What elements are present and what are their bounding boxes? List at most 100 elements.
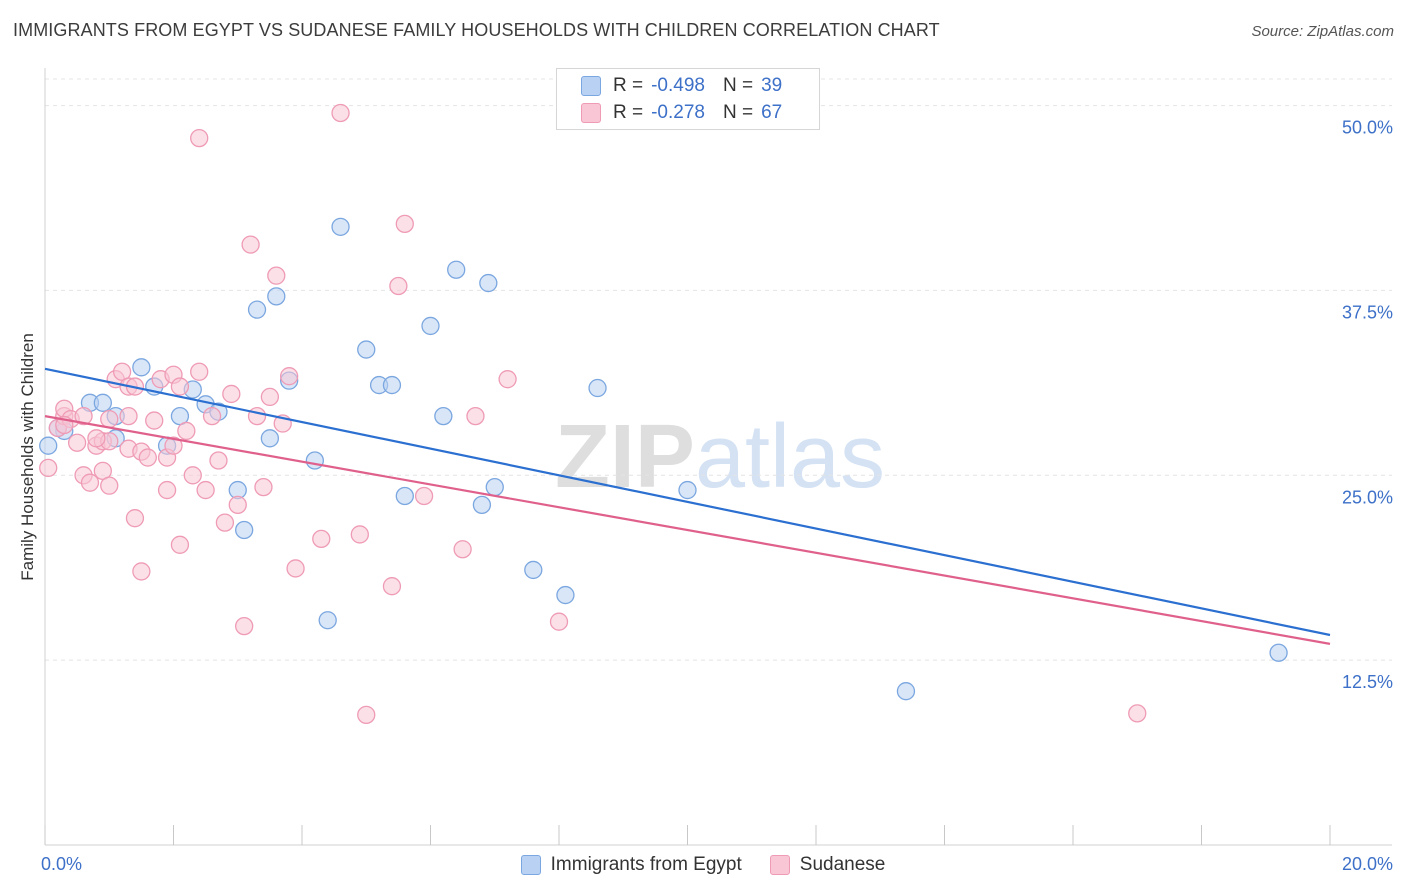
- egypt-point: [39, 436, 58, 455]
- sudanese-point: [498, 370, 517, 389]
- sudanese-point: [241, 235, 260, 254]
- egypt-point: [305, 451, 325, 470]
- legend-r-label: R =: [613, 102, 644, 123]
- sudanese-point: [331, 103, 350, 123]
- sudanese-point: [286, 559, 305, 578]
- sudanese-point: [39, 458, 58, 478]
- egypt-point: [382, 375, 402, 395]
- legend-n-label: N =: [722, 102, 754, 123]
- egypt-point: [357, 340, 376, 359]
- sudanese-point: [170, 535, 190, 554]
- sudanese-point: [209, 451, 228, 470]
- sudanese-point: [235, 616, 254, 636]
- sudanese-points: [39, 103, 1147, 725]
- sudanese-point: [190, 362, 209, 381]
- chart-title: IMMIGRANTS FROM EGYPT VS SUDANESE FAMILY…: [13, 20, 940, 40]
- sudanese-point: [260, 387, 280, 407]
- y-tick-label: 37.5%: [1342, 302, 1393, 322]
- egypt-point: [331, 217, 350, 236]
- sudanese-point: [119, 406, 138, 426]
- egypt-swatch: [520, 855, 541, 875]
- sudanese-trend-line: [44, 415, 1331, 645]
- sudanese-point: [125, 509, 145, 528]
- egypt-point: [434, 406, 453, 426]
- egypt-point: [318, 611, 337, 630]
- sudanese-swatch: [581, 103, 601, 123]
- sudanese-point: [350, 525, 369, 544]
- legend-n-value: 67: [761, 102, 783, 123]
- sudanese-point: [382, 577, 402, 596]
- legend-r-value: -0.498: [651, 75, 705, 96]
- sudanese-point: [145, 411, 164, 430]
- sudanese-point: [183, 466, 202, 485]
- sudanese-point: [222, 384, 241, 404]
- egypt-point: [93, 393, 112, 412]
- egypt-point: [421, 316, 440, 336]
- y-tick-label: 12.5%: [1342, 672, 1393, 692]
- legend-row-sudanese: R = -0.278 N = 67: [581, 100, 782, 126]
- legend-n-label: N =: [722, 75, 754, 96]
- sudanese-point: [87, 429, 106, 448]
- egypt-point: [678, 480, 697, 500]
- correlation-legend: R = -0.498 N = 39 R = -0.278 N = 67: [556, 68, 820, 130]
- sudanese-point: [157, 480, 177, 500]
- egypt-point: [479, 273, 498, 293]
- sudanese-point: [453, 540, 472, 559]
- chart-source: Source: ZipAtlas.com: [1251, 23, 1394, 40]
- sudanese-point: [100, 409, 119, 429]
- sudanese-point: [164, 436, 183, 455]
- sudanese-point: [74, 406, 93, 426]
- watermark: ZIPatlas: [555, 407, 885, 507]
- sudanese-point: [254, 477, 273, 497]
- egypt-point: [472, 495, 492, 515]
- sudanese-point: [190, 128, 209, 148]
- sudanese-point: [549, 612, 569, 631]
- sudanese-point: [312, 529, 331, 549]
- x-tick-label-max: 20.0%: [1342, 854, 1393, 874]
- egypt-point: [247, 300, 267, 319]
- sudanese-swatch: [769, 855, 790, 875]
- legend-r-label: R =: [613, 75, 644, 96]
- sudanese-point: [170, 377, 190, 396]
- sudanese-point: [132, 562, 151, 581]
- sudanese-point: [395, 214, 414, 234]
- legend-item-sudanese[interactable]: Sudanese: [769, 854, 886, 876]
- egypt-point: [447, 260, 466, 279]
- sudanese-point: [215, 513, 235, 532]
- sudanese-point: [357, 705, 376, 725]
- sudanese-point: [228, 495, 247, 515]
- sudanese-point: [389, 276, 408, 296]
- egypt-point: [485, 477, 504, 497]
- sudanese-point: [267, 266, 286, 285]
- y-tick-label: 50.0%: [1342, 118, 1393, 138]
- sudanese-point: [466, 406, 485, 426]
- legend-row-egypt: R = -0.498 N = 39: [581, 73, 782, 99]
- sudanese-point: [279, 367, 299, 386]
- egypt-point: [132, 358, 151, 377]
- sudanese-point: [80, 473, 100, 492]
- legend-label-egypt: Immigrants from Egypt: [550, 854, 742, 875]
- sudanese-point: [247, 406, 267, 426]
- egypt-point: [235, 520, 254, 540]
- sudanese-point: [177, 421, 196, 441]
- y-tick-label: 25.0%: [1342, 487, 1393, 507]
- egypt-point: [556, 585, 575, 605]
- legend-label-sudanese: Sudanese: [799, 854, 886, 875]
- sudanese-point: [138, 448, 157, 467]
- egypt-trend-line: [44, 367, 1331, 637]
- sudanese-point: [67, 433, 87, 452]
- legend-item-egypt[interactable]: Immigrants from Egypt: [520, 854, 742, 876]
- sudanese-point: [196, 480, 215, 500]
- egypt-point: [1269, 643, 1288, 662]
- sudanese-point: [202, 406, 222, 426]
- sudanese-point: [1128, 704, 1147, 723]
- egypt-point: [395, 486, 414, 506]
- legend-r-value: -0.278: [651, 102, 705, 123]
- egypt-point: [896, 682, 916, 701]
- egypt-swatch: [581, 76, 601, 96]
- sudanese-point: [414, 486, 434, 506]
- egypt-point: [267, 287, 286, 306]
- sudanese-point: [100, 476, 119, 495]
- legend-n-value: 39: [761, 75, 783, 96]
